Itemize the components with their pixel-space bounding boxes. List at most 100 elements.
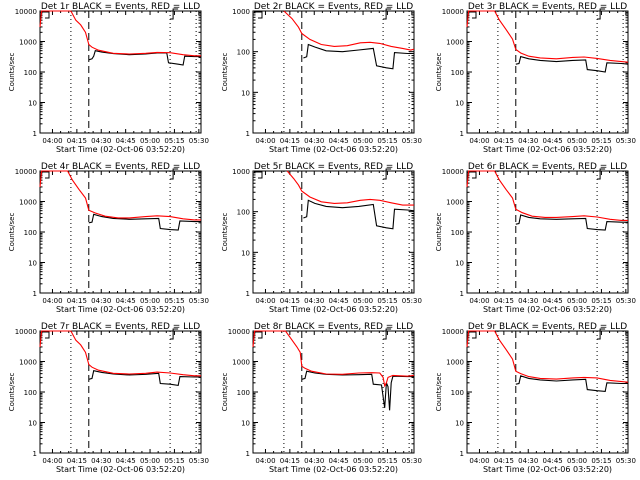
- y-tick-label: 1: [33, 130, 37, 138]
- x-tick-label: 05:00: [353, 457, 373, 465]
- y-tick-label: 1000: [446, 199, 464, 207]
- plot-frame: [39, 330, 202, 454]
- y-tick-label: 10000: [15, 168, 37, 176]
- panel-det-4r: Det 4r BLACK = Events, RED = LLD 1 10 100 10…: [8, 162, 209, 314]
- x-axis-label: Start Time (02-Oct-06 03:52:20): [56, 145, 185, 154]
- end-bracket-icon: [597, 168, 606, 180]
- panel-title: Det 4r BLACK = Events, RED = LLD: [41, 162, 200, 172]
- plot-frame: [39, 10, 202, 134]
- panel-det-9r: Det 9r BLACK = Events, RED = LLD 1 10 100 10…: [435, 322, 636, 474]
- x-tick-label: 04:15: [67, 457, 87, 465]
- x-tick-label: 05:15: [164, 297, 184, 305]
- series-events-line: [515, 375, 628, 392]
- y-axis-label: Counts/sec: [8, 213, 16, 252]
- y-tick-label: 1000: [19, 39, 37, 47]
- x-tick-label: 04:45: [116, 137, 136, 145]
- x-tick-label: 05:30: [189, 137, 209, 145]
- end-bracket-icon: [383, 8, 392, 20]
- x-axis-label: Start Time (02-Oct-06 03:52:20): [269, 465, 398, 474]
- y-axis-label: Counts/sec: [221, 53, 229, 92]
- x-tick-label: 04:00: [42, 457, 62, 465]
- panel-det-5r: Det 5r BLACK = Events, RED = LLD 1 10 100 10…: [221, 162, 422, 314]
- y-axis-label: Counts/sec: [221, 213, 229, 252]
- x-tick-label: 04:30: [304, 297, 324, 305]
- plot-frame: [252, 10, 415, 134]
- series-events-line: [303, 199, 415, 230]
- series-events-line: [88, 370, 201, 387]
- start-bracket-icon: [468, 331, 477, 339]
- x-tick-label: 05:00: [140, 297, 160, 305]
- y-tick-label: 10: [455, 420, 464, 428]
- panel-det-3r: Det 3r BLACK = Events, RED = LLD 1 10 100 10…: [435, 2, 636, 154]
- x-tick-label: 04:45: [116, 297, 136, 305]
- x-tick-label: 04:00: [469, 297, 489, 305]
- end-bracket-icon: [383, 168, 392, 180]
- x-tick-label: 04:45: [116, 457, 136, 465]
- x-tick-label: 05:15: [377, 137, 397, 145]
- end-bracket-icon: [383, 328, 392, 340]
- x-tick-label: 04:30: [91, 457, 111, 465]
- x-tick-label: 04:30: [304, 137, 324, 145]
- y-tick-label: 1: [246, 450, 250, 458]
- x-tick-label: 04:00: [255, 457, 275, 465]
- y-tick-label: 100: [451, 389, 464, 397]
- y-tick-label: 1: [33, 290, 37, 298]
- y-tick-label: 1000: [19, 199, 37, 207]
- y-tick-label: 10000: [15, 328, 37, 336]
- y-tick-label: 100: [237, 389, 250, 397]
- y-axis-label: Counts/sec: [435, 53, 443, 92]
- y-tick-label: 10: [28, 260, 37, 268]
- y-tick-label: 1: [246, 130, 250, 138]
- y-tick-label: 10000: [15, 8, 37, 16]
- panel-title: Det 2r BLACK = Events, RED = LLD: [254, 2, 413, 12]
- x-tick-label: 05:30: [402, 457, 422, 465]
- plot-frame: [252, 170, 415, 294]
- x-tick-label: 05:15: [164, 137, 184, 145]
- x-tick-label: 05:00: [140, 457, 160, 465]
- panel-title: Det 5r BLACK = Events, RED = LLD: [254, 162, 413, 172]
- y-axis-label: Counts/sec: [435, 373, 443, 412]
- series-events-line: [88, 50, 201, 66]
- x-tick-label: 04:45: [543, 297, 563, 305]
- x-axis-label: Start Time (02-Oct-06 03:52:20): [483, 305, 612, 314]
- x-tick-label: 04:15: [494, 457, 514, 465]
- x-tick-label: 05:00: [567, 297, 587, 305]
- x-tick-label: 04:00: [42, 137, 62, 145]
- x-tick-label: 04:15: [280, 137, 300, 145]
- x-tick-label: 05:30: [402, 297, 422, 305]
- x-tick-label: 05:15: [377, 457, 397, 465]
- y-tick-label: 10: [455, 100, 464, 108]
- y-tick-label: 1000: [232, 8, 250, 16]
- x-tick-label: 05:30: [189, 297, 209, 305]
- series-events-line: [88, 213, 201, 231]
- x-tick-label: 04:30: [91, 297, 111, 305]
- x-axis-label: Start Time (02-Oct-06 03:52:20): [483, 145, 612, 154]
- y-tick-label: 10000: [442, 168, 464, 176]
- y-tick-label: 10: [455, 260, 464, 268]
- x-axis-label: Start Time (02-Oct-06 03:52:20): [269, 305, 398, 314]
- series-lld-line: [39, 10, 201, 57]
- y-tick-label: 1000: [232, 168, 250, 176]
- start-bracket-icon: [41, 331, 50, 339]
- panel-title: Det 9r BLACK = Events, RED = LLD: [468, 322, 627, 332]
- y-tick-label: 1: [33, 450, 37, 458]
- x-axis-label: Start Time (02-Oct-06 03:52:20): [56, 465, 185, 474]
- y-tick-label: 1: [460, 450, 464, 458]
- x-tick-label: 05:15: [377, 297, 397, 305]
- x-tick-label: 04:15: [494, 297, 514, 305]
- series-events-line: [515, 214, 628, 231]
- y-tick-label: 100: [24, 229, 37, 237]
- x-tick-label: 04:30: [304, 457, 324, 465]
- plot-frame: [466, 330, 629, 454]
- x-tick-label: 04:00: [255, 137, 275, 145]
- x-tick-label: 05:00: [353, 297, 373, 305]
- x-tick-label: 05:00: [140, 137, 160, 145]
- y-tick-label: 100: [237, 49, 250, 57]
- x-tick-label: 05:00: [353, 137, 373, 145]
- x-tick-label: 05:15: [164, 457, 184, 465]
- series-lld-line: [39, 170, 201, 221]
- series-lld-line: [466, 330, 629, 383]
- series-events-line: [515, 55, 629, 73]
- plot-frame: [252, 330, 415, 454]
- panel-title: Det 7r BLACK = Events, RED = LLD: [41, 322, 200, 332]
